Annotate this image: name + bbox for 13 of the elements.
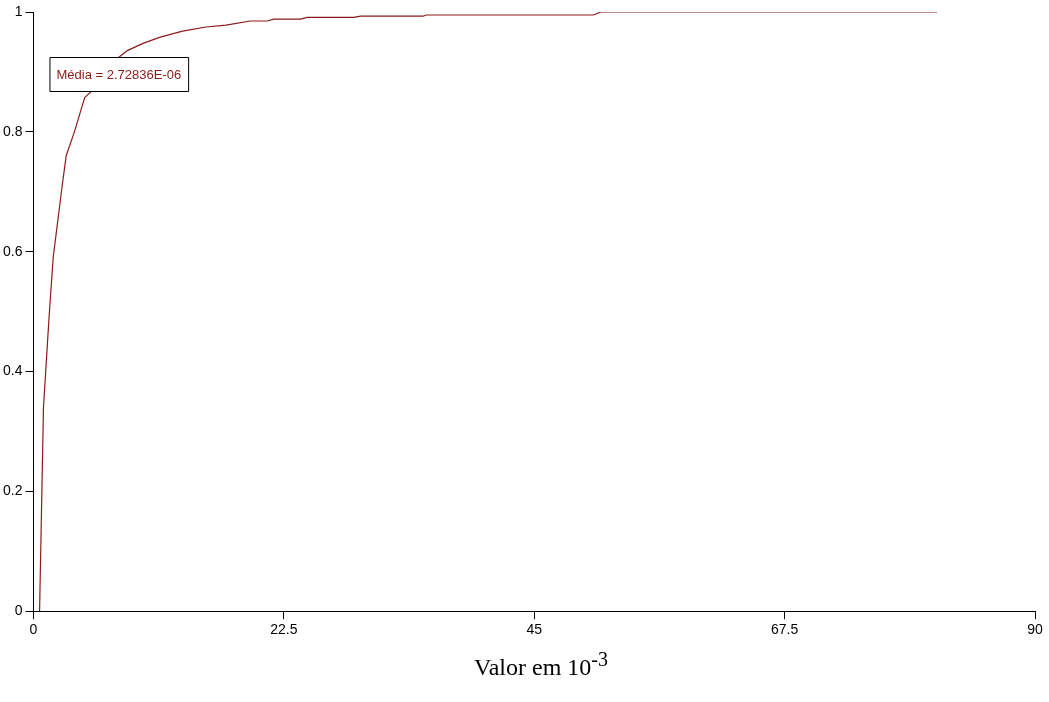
y-tick-label: 0.8 xyxy=(2,122,23,139)
x-axis-title: Valor em 10$^{-3}$ xyxy=(473,648,609,681)
y-tick-label: 1 xyxy=(14,2,23,19)
y-tick-label: 0 xyxy=(14,602,23,619)
x-tick-label: 22.5 xyxy=(270,621,298,638)
y-tick-label: 0.4 xyxy=(2,362,23,379)
x-tick-label: 90 xyxy=(1027,621,1043,638)
annotation: Média = 2.72836E-06 xyxy=(56,66,182,82)
x-tick-label: 45 xyxy=(526,621,543,638)
y-tick-label: 0.6 xyxy=(2,242,23,259)
y-tick-label: 0.2 xyxy=(2,482,23,499)
x-tick-label: 67.5 xyxy=(770,621,799,638)
x-tick-label: 0 xyxy=(29,621,38,638)
